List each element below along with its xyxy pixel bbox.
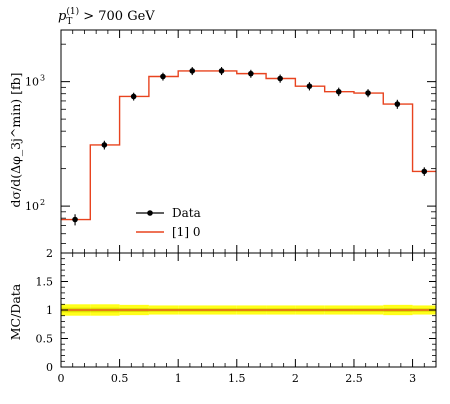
ratio-y-tick-label: 1.5 [36, 276, 54, 289]
x-tick-label: 0.5 [111, 372, 129, 385]
y-tick-label: 10 [25, 200, 39, 213]
data-point [160, 73, 166, 80]
x-tick-label: 2 [292, 372, 299, 385]
y-axis-label: dσ/d(Δφ_3j^min) [fb] [8, 72, 23, 207]
data-point [101, 142, 108, 148]
x-tick-label: 2.5 [345, 372, 363, 385]
chart-title: pT(1) > 700 GeV [58, 6, 155, 27]
x-tick-label: 1 [175, 372, 182, 385]
ratio-panel: 0 0.5 1 1.5 2 0 0.5 1 1.5 2 2.5 3 [36, 247, 437, 385]
data-point [365, 90, 371, 96]
x-tick-label: 0 [58, 372, 65, 385]
data-point [306, 83, 313, 89]
data-point [130, 93, 137, 100]
ratio-y-tick-label: 0.5 [36, 333, 54, 346]
data-point [218, 68, 225, 74]
legend-label-data: Data [172, 206, 201, 220]
ratio-y-tick-label: 0 [46, 361, 53, 374]
data-point [394, 101, 401, 107]
y-tick-label-exponent: 3 [40, 74, 45, 83]
data-point [248, 70, 254, 77]
legend: Data [1] 0 [136, 206, 201, 239]
data-point [335, 88, 342, 95]
data-point [72, 216, 78, 223]
legend-label-mc: [1] 0 [172, 225, 200, 239]
legend-data-marker [147, 210, 153, 216]
y-tick-label-exponent: 2 [40, 198, 45, 207]
main-frame [60, 29, 437, 254]
y-tick-label: 10 [25, 76, 39, 89]
x-tick-label: 3 [409, 372, 416, 385]
ratio-y-tick-label: 2 [46, 247, 53, 260]
ratio-y-axis-label: MC/Data [8, 283, 23, 340]
x-tick-label: 1.5 [228, 372, 246, 385]
data-point [277, 75, 283, 82]
ratio-y-tick-label: 1 [46, 304, 53, 317]
data-point [421, 168, 428, 175]
mc-histogram-line [61, 70, 436, 221]
data-point [189, 68, 196, 74]
